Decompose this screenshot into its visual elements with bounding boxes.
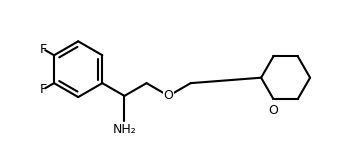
- Text: F: F: [40, 83, 47, 96]
- Text: O: O: [164, 89, 174, 102]
- Text: NH₂: NH₂: [112, 123, 136, 136]
- Text: O: O: [268, 104, 278, 117]
- Text: F: F: [40, 43, 47, 56]
